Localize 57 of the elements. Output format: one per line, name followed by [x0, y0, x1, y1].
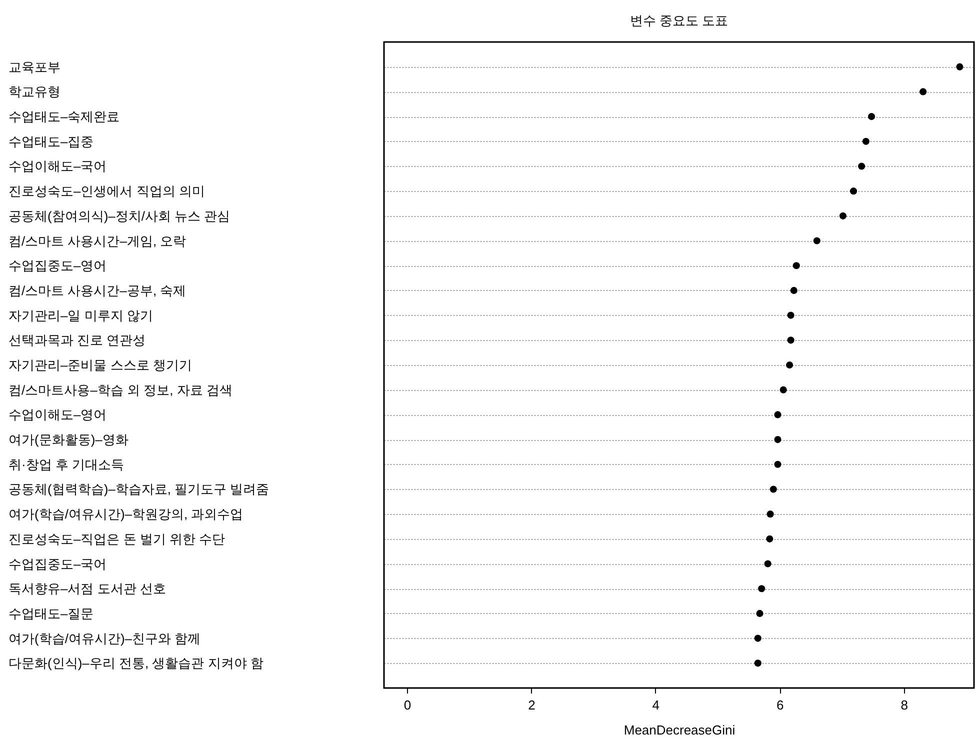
point — [766, 535, 774, 542]
point — [858, 162, 866, 170]
point — [754, 634, 762, 642]
point — [839, 212, 846, 220]
point — [868, 113, 876, 120]
y-tick-label: 수업집중도–국어 — [8, 556, 107, 572]
y-tick-label: 수업집중도–영어 — [8, 258, 107, 274]
y-tick-label: 다문화(인식)–우리 전통, 생활습관 지켜야 함 — [8, 656, 264, 671]
y-tick-label: 진로성숙도–직업은 돈 벌기 위한 수단 — [8, 531, 226, 546]
point — [756, 610, 764, 617]
y-tick-label: 수업이해도–국어 — [8, 158, 107, 174]
point — [764, 560, 772, 568]
y-tick-label: 여가(학습/여유시간)–학원강의, 과외수업 — [8, 506, 244, 522]
x-tick-label: 0 — [404, 698, 412, 712]
point — [786, 361, 794, 369]
y-tick-label: 컴/스마트 사용시간–공부, 숙제 — [8, 282, 186, 298]
point — [780, 386, 787, 394]
y-tick-label: 수업태도–숙제완료 — [8, 109, 120, 124]
y-tick-label: 수업태도–질문 — [8, 606, 94, 621]
y-tick-label: 취·창업 후 기대소득 — [8, 456, 124, 472]
y-tick-label: 여가(학습/여유시간)–친구와 함께 — [8, 630, 201, 646]
point — [850, 188, 858, 195]
y-tick-label: 컴/스마트사용–학습 외 정보, 자료 검색 — [8, 382, 232, 398]
y-tick-label: 자기관리–일 미루지 않기 — [8, 308, 153, 323]
y-tick-label: 독서향유–서점 도서관 선호 — [8, 581, 166, 596]
y-tick-label: 자기관리–준비물 스스로 챙기기 — [8, 358, 192, 372]
y-tick-label: 수업태도–집중 — [8, 134, 94, 149]
x-tick-label: 6 — [776, 698, 784, 712]
point — [792, 262, 800, 270]
point — [754, 660, 762, 667]
y-tick-label: 여가(문화활동)–영화 — [8, 432, 128, 448]
point — [774, 436, 782, 444]
point — [774, 411, 782, 418]
x-tick-label: 8 — [900, 698, 908, 712]
y-tick-label: 학교유형 — [8, 84, 60, 100]
y-tick-label: 컴/스마트 사용시간–게임, 오락 — [8, 233, 186, 248]
x-tick-label: 4 — [652, 698, 660, 712]
point — [758, 585, 766, 592]
x-axis-title: MeanDecreaseGini — [624, 722, 736, 738]
y-tick-label: 공동체(협력학습)–학습자료, 필기도구 빌려줌 — [8, 482, 270, 497]
point — [862, 138, 870, 145]
point — [920, 88, 927, 96]
point — [766, 510, 774, 518]
y-tick-label: 교육포부 — [8, 59, 60, 74]
chart-title: 변수 중요도 도표 — [630, 13, 728, 28]
y-tick-label: 공동체(참여의식)–정치/사회 뉴스 관심 — [8, 208, 230, 224]
point — [813, 237, 820, 244]
point — [790, 286, 798, 294]
y-tick-label: 선택과목과 진로 연관성 — [8, 332, 146, 348]
x-tick-label: 2 — [528, 698, 536, 712]
point — [774, 460, 782, 468]
point — [787, 336, 794, 344]
point — [956, 63, 964, 70]
point — [770, 486, 777, 493]
point — [787, 312, 794, 319]
y-tick-label: 진로성숙도–인생에서 직업의 의미 — [8, 184, 205, 199]
y-tick-label: 수업이해도–영어 — [8, 407, 107, 422]
